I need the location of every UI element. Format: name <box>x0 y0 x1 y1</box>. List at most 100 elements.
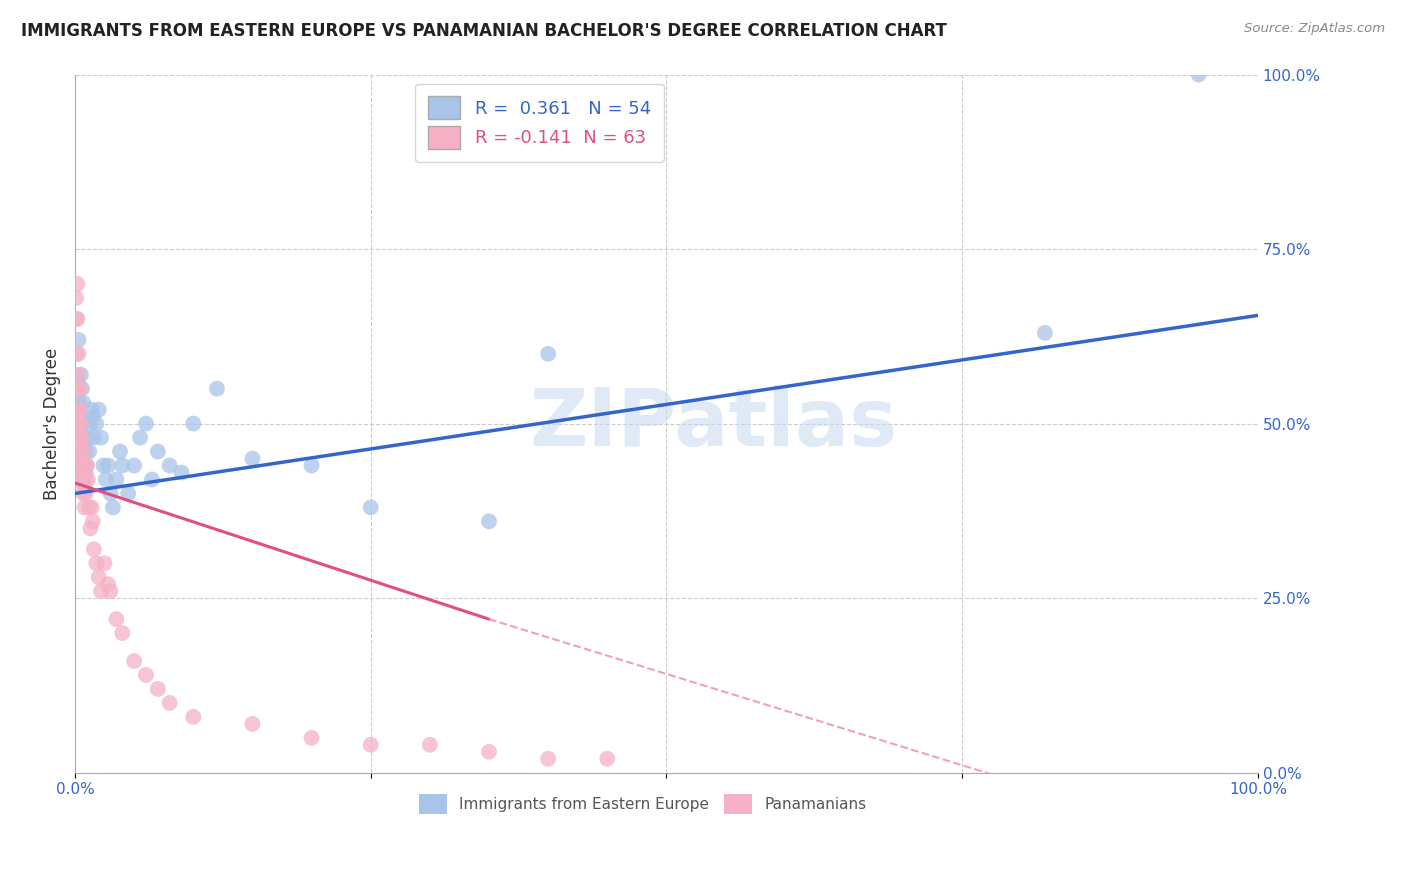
Point <box>93 458 115 473</box>
Point <box>70 451 93 466</box>
Point <box>170 466 193 480</box>
Point <box>141 473 163 487</box>
Point <box>75 473 97 487</box>
Point <box>159 458 181 473</box>
Point <box>70 368 93 382</box>
Point <box>83 542 105 557</box>
Point <box>66 382 89 396</box>
Point <box>70 437 93 451</box>
Point <box>1188 68 1211 82</box>
Point <box>77 431 100 445</box>
Point <box>117 486 139 500</box>
Point <box>72 466 94 480</box>
Point <box>80 402 103 417</box>
Point <box>72 486 94 500</box>
Point <box>70 417 93 431</box>
Point <box>75 444 97 458</box>
Point <box>66 417 89 431</box>
Point <box>111 626 134 640</box>
Point <box>100 486 122 500</box>
Point <box>82 409 104 424</box>
Point <box>66 417 89 431</box>
Point <box>67 424 90 438</box>
Point <box>65 312 87 326</box>
Point <box>537 347 560 361</box>
Point <box>79 521 101 535</box>
Point <box>70 417 93 431</box>
Point <box>69 409 91 424</box>
Point <box>67 431 90 445</box>
Point <box>66 402 89 417</box>
Point <box>70 417 93 431</box>
Y-axis label: Bachelor's Degree: Bachelor's Degree <box>44 348 60 500</box>
Point <box>135 417 157 431</box>
Point <box>87 402 110 417</box>
Text: ZIPatlas: ZIPatlas <box>530 384 898 463</box>
Point <box>65 291 87 305</box>
Point <box>80 500 103 515</box>
Point <box>79 417 101 431</box>
Point <box>67 402 90 417</box>
Point <box>360 738 382 752</box>
Point <box>76 458 98 473</box>
Point <box>73 479 96 493</box>
Point <box>77 473 100 487</box>
Point <box>75 486 97 500</box>
Point <box>478 745 501 759</box>
Point <box>146 444 169 458</box>
Point <box>72 395 94 409</box>
Point <box>129 431 152 445</box>
Point <box>537 752 560 766</box>
Point <box>122 654 145 668</box>
Point <box>76 458 98 473</box>
Point <box>67 382 90 396</box>
Point <box>70 473 93 487</box>
Point <box>84 417 107 431</box>
Point <box>97 577 120 591</box>
Point <box>77 500 100 515</box>
Point <box>87 570 110 584</box>
Point <box>70 473 93 487</box>
Point <box>69 417 91 431</box>
Point <box>159 696 181 710</box>
Point <box>100 584 122 599</box>
Point <box>69 431 91 445</box>
Point <box>105 473 128 487</box>
Point <box>82 515 104 529</box>
Point <box>70 451 93 466</box>
Point <box>72 431 94 445</box>
Point <box>596 752 619 766</box>
Point <box>242 717 264 731</box>
Point <box>67 395 90 409</box>
Point <box>73 458 96 473</box>
Point <box>69 437 91 451</box>
Point <box>478 515 501 529</box>
Point <box>70 431 93 445</box>
Point <box>146 681 169 696</box>
Point <box>205 382 228 396</box>
Point <box>63 473 86 487</box>
Point <box>101 500 124 515</box>
Point <box>67 451 90 466</box>
Text: IMMIGRANTS FROM EASTERN EUROPE VS PANAMANIAN BACHELOR'S DEGREE CORRELATION CHART: IMMIGRANTS FROM EASTERN EUROPE VS PANAMA… <box>21 22 948 40</box>
Point <box>67 368 90 382</box>
Point <box>90 431 112 445</box>
Point <box>419 738 441 752</box>
Point <box>69 382 91 396</box>
Point <box>135 668 157 682</box>
Point <box>181 710 204 724</box>
Point <box>69 466 91 480</box>
Point <box>105 612 128 626</box>
Point <box>66 277 89 291</box>
Point <box>93 556 115 570</box>
Point <box>77 444 100 458</box>
Point <box>84 556 107 570</box>
Point <box>301 731 323 745</box>
Point <box>65 437 87 451</box>
Point <box>122 458 145 473</box>
Point <box>65 347 87 361</box>
Point <box>181 417 204 431</box>
Point <box>70 451 93 466</box>
Point <box>94 473 117 487</box>
Point <box>73 458 96 473</box>
